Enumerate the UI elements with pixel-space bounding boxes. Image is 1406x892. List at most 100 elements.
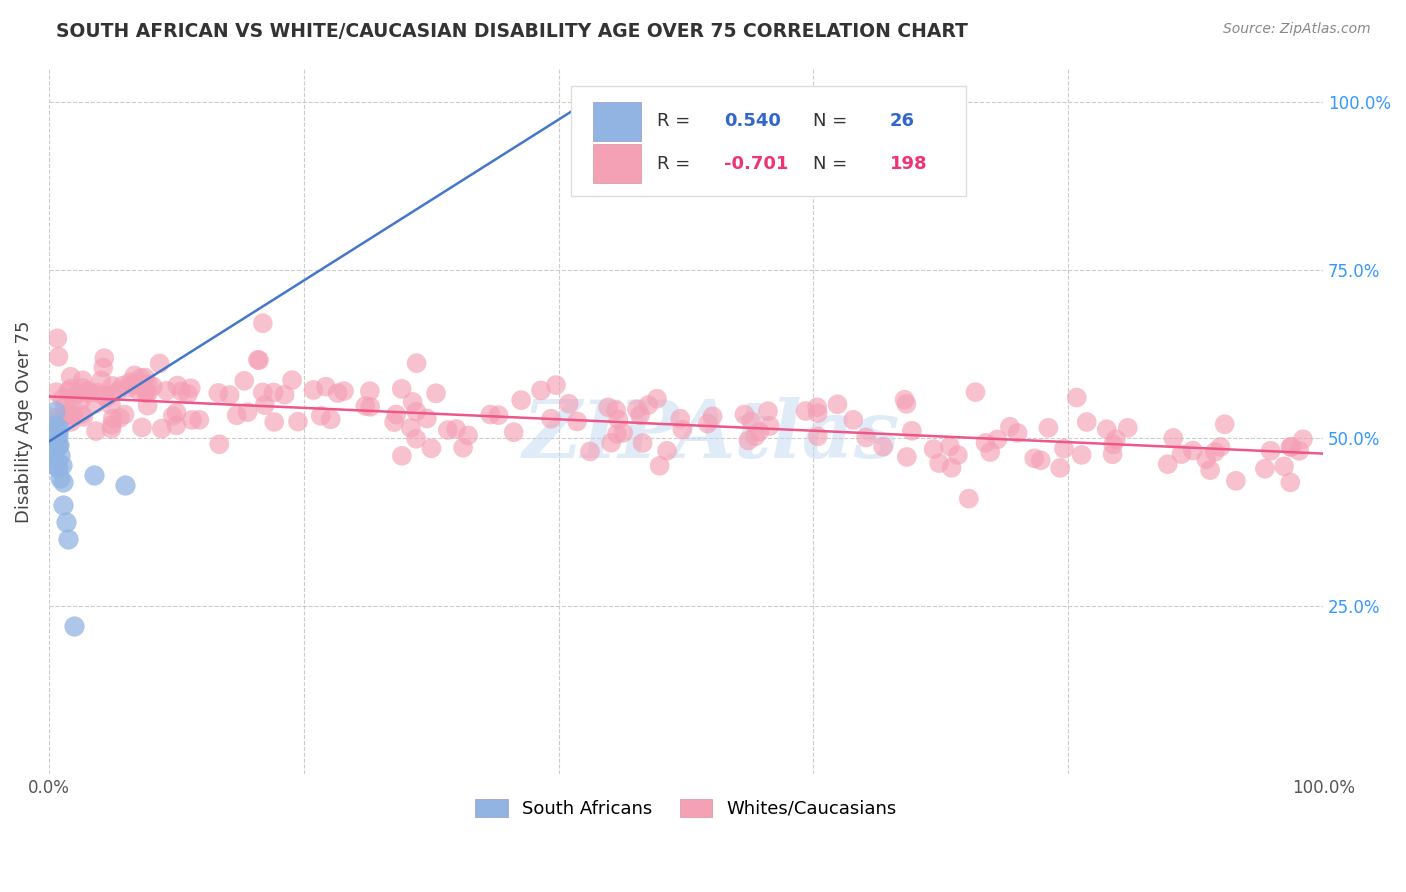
Point bbox=[236, 405, 259, 419]
Y-axis label: Disability Age Over 75: Disability Age Over 75 bbox=[15, 320, 32, 523]
Point bbox=[1181, 443, 1204, 458]
Point bbox=[696, 417, 718, 431]
Point bbox=[510, 393, 533, 408]
Point bbox=[405, 432, 427, 446]
Point bbox=[946, 448, 969, 462]
Point bbox=[1199, 463, 1222, 477]
Point bbox=[84, 424, 107, 438]
Point bbox=[44, 441, 66, 455]
Point bbox=[612, 425, 634, 440]
Point bbox=[391, 449, 413, 463]
Point bbox=[1007, 425, 1029, 440]
Point bbox=[150, 422, 173, 436]
Point bbox=[56, 384, 79, 398]
Point bbox=[135, 384, 157, 398]
Point bbox=[631, 436, 654, 450]
Point bbox=[733, 408, 755, 422]
Point bbox=[49, 471, 72, 485]
Text: -0.701: -0.701 bbox=[724, 155, 789, 173]
Point bbox=[807, 406, 830, 420]
Point bbox=[565, 414, 588, 428]
Point bbox=[744, 429, 766, 443]
Point bbox=[107, 384, 129, 399]
Point bbox=[806, 401, 828, 415]
Point bbox=[974, 436, 997, 450]
Point bbox=[451, 441, 474, 455]
Point bbox=[165, 418, 187, 433]
Point bbox=[252, 385, 274, 400]
Point bbox=[207, 386, 229, 401]
Point bbox=[208, 437, 231, 451]
Point bbox=[55, 408, 77, 422]
Point bbox=[180, 381, 202, 395]
Point bbox=[252, 316, 274, 330]
Point bbox=[142, 379, 165, 393]
Point bbox=[287, 415, 309, 429]
Point bbox=[170, 384, 193, 399]
Point bbox=[100, 387, 122, 401]
Point bbox=[124, 368, 146, 383]
Point bbox=[648, 458, 671, 473]
Point bbox=[1254, 461, 1277, 475]
Point bbox=[502, 425, 524, 440]
Point bbox=[416, 411, 439, 425]
Point bbox=[579, 444, 602, 458]
Point bbox=[425, 386, 447, 401]
Point bbox=[333, 384, 356, 398]
Point bbox=[1195, 452, 1218, 467]
Point bbox=[52, 499, 75, 513]
Point bbox=[457, 428, 479, 442]
Point bbox=[79, 385, 101, 400]
Point bbox=[979, 445, 1001, 459]
Point bbox=[93, 351, 115, 366]
Point bbox=[1066, 391, 1088, 405]
Point bbox=[93, 389, 115, 403]
Point bbox=[83, 468, 105, 483]
Point bbox=[1170, 447, 1192, 461]
Point bbox=[655, 443, 678, 458]
Point bbox=[807, 429, 830, 443]
Point bbox=[48, 413, 70, 427]
Point bbox=[385, 408, 408, 422]
Point bbox=[45, 385, 67, 400]
Point bbox=[928, 456, 950, 470]
Point bbox=[118, 376, 141, 390]
Point bbox=[263, 385, 285, 400]
Point bbox=[1076, 415, 1098, 429]
Point bbox=[56, 406, 79, 420]
Point bbox=[671, 423, 693, 437]
Point bbox=[127, 384, 149, 398]
Point bbox=[77, 384, 100, 398]
Point bbox=[600, 435, 623, 450]
Point bbox=[49, 448, 72, 462]
Point bbox=[315, 379, 337, 393]
Bar bbox=[593, 102, 641, 141]
Point bbox=[281, 373, 304, 387]
Text: R =: R = bbox=[657, 155, 696, 173]
Point bbox=[218, 388, 240, 402]
Point bbox=[44, 417, 66, 432]
Point bbox=[225, 409, 247, 423]
Point bbox=[90, 373, 112, 387]
Point bbox=[101, 379, 124, 393]
Point bbox=[607, 412, 630, 426]
Point bbox=[166, 378, 188, 392]
Point bbox=[359, 384, 381, 398]
Point bbox=[1279, 440, 1302, 454]
Point bbox=[1029, 453, 1052, 467]
Point bbox=[155, 384, 177, 398]
Point bbox=[162, 409, 184, 423]
Point bbox=[1163, 431, 1185, 445]
Point bbox=[134, 370, 156, 384]
Text: SOUTH AFRICAN VS WHITE/CAUCASIAN DISABILITY AGE OVER 75 CORRELATION CHART: SOUTH AFRICAN VS WHITE/CAUCASIAN DISABIL… bbox=[56, 22, 969, 41]
Point bbox=[46, 461, 69, 475]
Point bbox=[544, 378, 567, 392]
Point bbox=[86, 385, 108, 400]
Point bbox=[628, 409, 651, 423]
Point bbox=[53, 400, 76, 414]
Point bbox=[1049, 461, 1071, 475]
Point bbox=[637, 398, 659, 412]
Point bbox=[135, 386, 157, 401]
Text: Source: ZipAtlas.com: Source: ZipAtlas.com bbox=[1223, 22, 1371, 37]
Point bbox=[896, 450, 918, 464]
